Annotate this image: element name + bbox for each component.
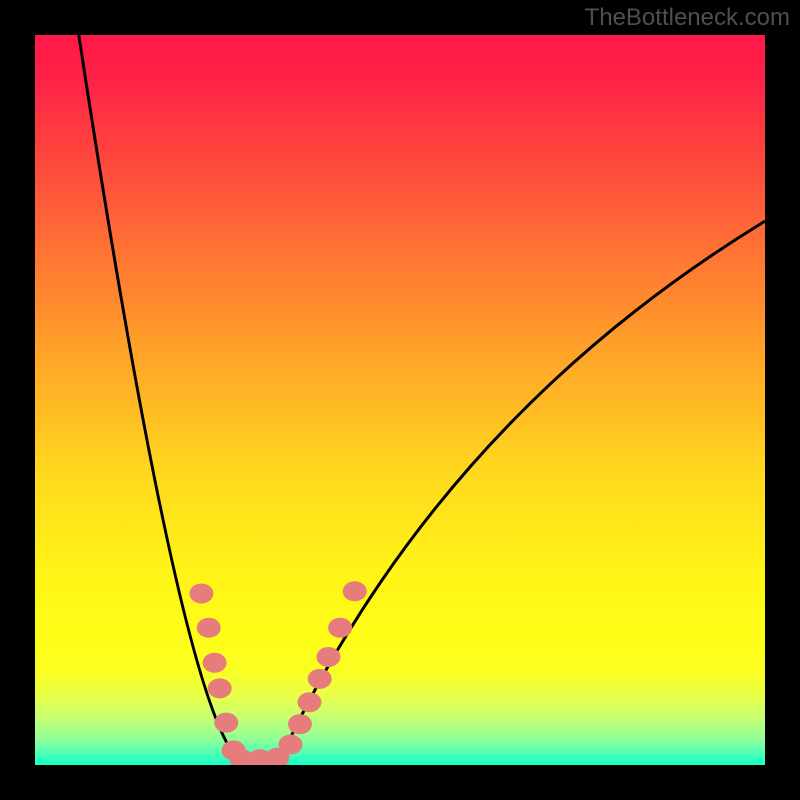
chart-svg: [35, 35, 765, 765]
data-marker: [214, 713, 238, 733]
data-marker: [316, 647, 340, 667]
data-marker: [308, 669, 332, 689]
data-marker: [279, 735, 303, 755]
data-marker: [208, 678, 232, 698]
data-marker: [288, 714, 312, 734]
watermark-text: TheBottleneck.com: [585, 4, 790, 32]
data-marker: [203, 653, 227, 673]
chart-background: [35, 35, 765, 765]
data-marker: [197, 618, 221, 638]
chart-plot-area: [35, 35, 765, 765]
data-marker: [297, 692, 321, 712]
data-marker: [328, 618, 352, 638]
data-marker: [189, 583, 213, 603]
data-marker: [343, 581, 367, 601]
